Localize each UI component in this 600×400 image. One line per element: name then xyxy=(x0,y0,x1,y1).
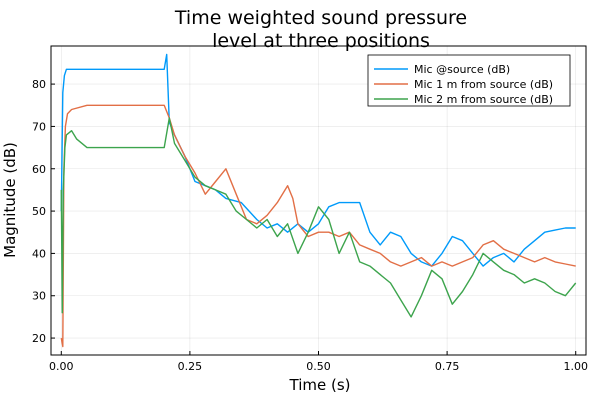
legend-label-1: Mic @source (dB) xyxy=(414,63,510,76)
x-tick-label: 0.00 xyxy=(49,360,74,373)
y-tick-label: 40 xyxy=(32,247,46,260)
series-layer xyxy=(60,53,577,348)
y-tick-label: 60 xyxy=(32,163,46,176)
grid xyxy=(51,46,586,355)
series-line-3 xyxy=(60,117,577,318)
x-tick-label: 0.25 xyxy=(178,360,203,373)
chart-title-line-2: level at three positions xyxy=(212,30,430,52)
y-tick-label: 30 xyxy=(32,290,46,303)
legend-box xyxy=(367,54,571,107)
y-tick-label: 80 xyxy=(32,78,46,91)
x-tick-label: 1.00 xyxy=(563,360,588,373)
x-tick-label: 0.75 xyxy=(435,360,460,373)
x-axis: 0.00 0.25 0.50 0.75 1.00 xyxy=(49,351,588,373)
chart-title-line-1: Time weighted sound pressure xyxy=(174,7,467,29)
x-tick-label: 0.50 xyxy=(306,360,331,373)
legend-label-3: Mic 2 m from source (dB) xyxy=(414,93,553,106)
legend-label-2: Mic 1 m from source (dB) xyxy=(414,78,553,91)
x-axis-label: Time (s) xyxy=(289,376,351,394)
y-tick-label: 70 xyxy=(32,120,46,133)
y-axis-label: Magnitude (dB) xyxy=(1,142,19,258)
series-line-1 xyxy=(60,53,576,267)
series-line-2 xyxy=(60,104,576,348)
y-tick-label: 50 xyxy=(32,205,46,218)
y-axis: 20 30 40 50 60 70 80 xyxy=(32,78,55,345)
legend: Mic @source (dB) Mic 1 m from source (dB)… xyxy=(367,54,571,107)
y-tick-label: 20 xyxy=(32,332,46,345)
